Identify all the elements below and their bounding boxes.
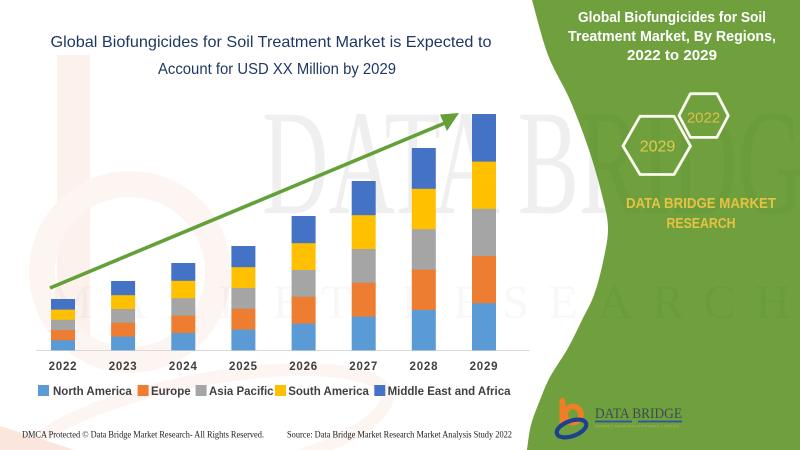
svg-text:Asia Pacific: Asia Pacific xyxy=(209,386,274,398)
svg-text:DATA BRIDGE MARKET: DATA BRIDGE MARKET xyxy=(626,196,776,212)
svg-text:2024: 2024 xyxy=(169,361,198,373)
svg-text:Global Biofungicides for Soil: Global Biofungicides for Soil xyxy=(578,9,766,26)
svg-text:2029: 2029 xyxy=(640,139,676,156)
svg-text:MARKET RESEARCH PRIVATE LIMITE: MARKET RESEARCH PRIVATE LIMITED xyxy=(595,424,680,428)
svg-text:2026: 2026 xyxy=(289,361,318,373)
svg-text:2028: 2028 xyxy=(410,361,439,373)
svg-text:2022: 2022 xyxy=(687,110,720,127)
svg-text:Europe: Europe xyxy=(151,386,191,398)
svg-text:2029: 2029 xyxy=(470,361,499,373)
svg-text:2025: 2025 xyxy=(229,361,258,373)
svg-text:2022 to 2029: 2022 to 2029 xyxy=(627,47,717,64)
svg-text:South America: South America xyxy=(288,386,369,398)
svg-text:DMCA Protected © Data Bridge M: DMCA Protected © Data Bridge Market Rese… xyxy=(22,430,264,441)
svg-text:Treatment Market, By Regions,: Treatment Market, By Regions, xyxy=(568,28,776,45)
svg-text:Account for USD XX Million by: Account for USD XX Million by 2029 xyxy=(158,61,396,78)
svg-text:Middle East and Africa: Middle East and Africa xyxy=(388,386,512,398)
svg-text:Source: Data Bridge Market Res: Source: Data Bridge Market Research Mark… xyxy=(287,430,512,441)
svg-text:2023: 2023 xyxy=(109,361,138,373)
svg-text:North America: North America xyxy=(53,386,132,398)
svg-text:DATA BRIDGE: DATA BRIDGE xyxy=(595,406,682,422)
svg-text:RESEARCH: RESEARCH xyxy=(667,216,736,232)
svg-text:2022: 2022 xyxy=(49,361,78,373)
svg-text:2027: 2027 xyxy=(349,361,378,373)
svg-text:Global Biofungicides for Soil: Global Biofungicides for Soil Treatment … xyxy=(51,34,492,51)
